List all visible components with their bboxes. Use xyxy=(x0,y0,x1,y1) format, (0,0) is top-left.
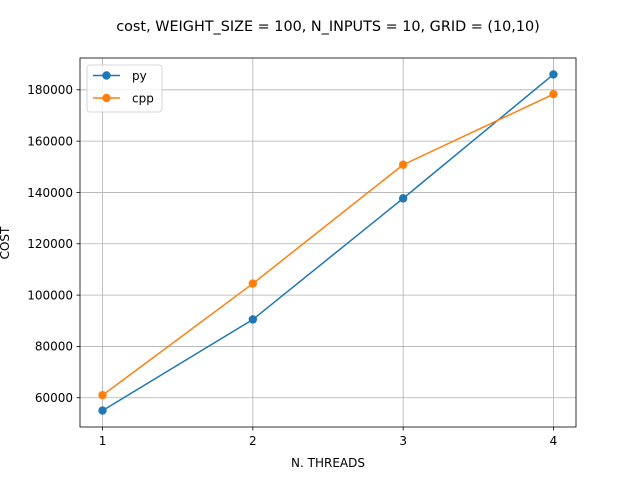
x-tick-label: 4 xyxy=(550,434,558,448)
legend-swatch-marker xyxy=(102,93,111,103)
y-tick-label: 60000 xyxy=(35,391,73,405)
legend-label: cpp xyxy=(132,91,154,105)
data-point-py xyxy=(98,406,107,415)
data-point-py xyxy=(549,70,558,79)
data-point-cpp xyxy=(398,160,408,169)
data-point-py xyxy=(248,315,258,324)
series-line-py xyxy=(102,73,554,412)
x-tick-label: 3 xyxy=(399,434,407,448)
y-tick-label: 120000 xyxy=(27,237,73,251)
x-axis-label: N. THREADS xyxy=(291,456,365,470)
legend-swatch-marker xyxy=(102,71,111,80)
y-axis-ticks: 60000 80000 100000 120000 140000 160000 180000 xyxy=(27,83,80,405)
data-point-cpp xyxy=(248,279,258,288)
y-tick-label: 160000 xyxy=(27,134,73,148)
x-axis-ticks: 1 2 3 4 xyxy=(99,427,558,448)
legend-label: py xyxy=(132,69,147,83)
series-layer xyxy=(98,70,558,415)
y-axis-label: COST xyxy=(0,226,12,259)
series-line-cpp xyxy=(102,93,554,396)
legend: py cpp xyxy=(86,64,163,113)
chart-title: cost, WEIGHT_SIZE = 100, N_INPUTS = 10, … xyxy=(116,19,540,35)
x-tick-label: 1 xyxy=(99,434,107,448)
data-point-py xyxy=(398,194,408,203)
y-tick-label: 100000 xyxy=(27,288,73,302)
y-tick-label: 180000 xyxy=(27,83,73,97)
y-tick-label: 140000 xyxy=(27,186,73,200)
x-tick-label: 2 xyxy=(249,434,257,448)
plot-frame xyxy=(79,57,577,428)
grid xyxy=(80,58,576,427)
data-point-cpp xyxy=(98,390,107,400)
y-tick-label: 80000 xyxy=(35,340,73,354)
data-point-cpp xyxy=(549,89,558,99)
